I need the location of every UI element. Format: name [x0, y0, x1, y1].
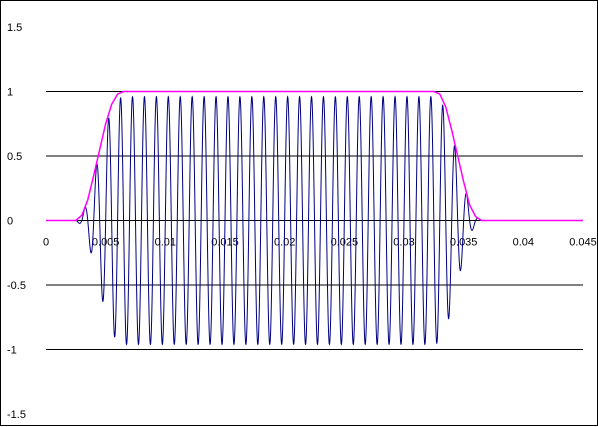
- y-tick-label: -1: [7, 345, 17, 357]
- series-layer: [46, 90, 583, 346]
- y-tick-label: 0: [7, 216, 13, 228]
- envelope-series-line: [46, 90, 583, 222]
- y-tick-label: 0.5: [7, 151, 22, 163]
- x-tick-label: 0: [43, 237, 49, 249]
- x-tick-label: 0.035: [450, 237, 478, 249]
- x-tick-label: 0.04: [513, 237, 534, 249]
- y-tick-label: -0.5: [7, 280, 26, 292]
- y-tick-label: -1.5: [7, 409, 26, 421]
- y-tick-label: 1: [7, 87, 13, 99]
- y-axis-tick-labels: 1.5 1 0.5 0 -0.5 -1 -1.5: [7, 22, 26, 421]
- y-tick-label: 1.5: [7, 22, 22, 34]
- x-tick-label: 0.045: [569, 237, 597, 249]
